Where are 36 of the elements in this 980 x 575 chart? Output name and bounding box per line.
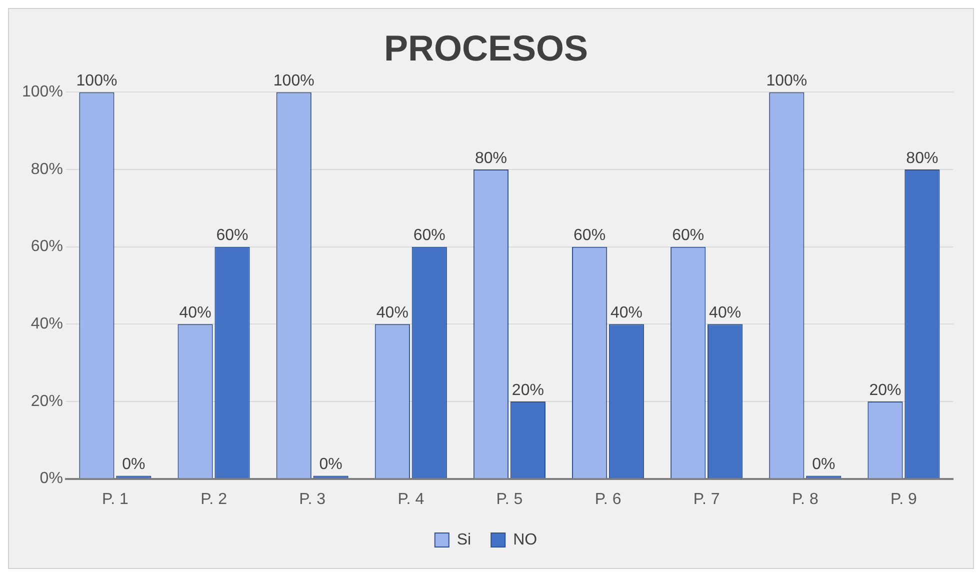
data-label: 60% xyxy=(413,227,446,244)
x-tick-label: P. 8 xyxy=(792,490,818,508)
data-label: 40% xyxy=(610,304,643,322)
y-tick-label: 0% xyxy=(40,470,63,488)
data-label: 100% xyxy=(766,72,808,90)
legend-label: Si xyxy=(456,531,472,548)
x-tick-label: P. 7 xyxy=(693,490,720,508)
chart-title: PROCESOS xyxy=(384,28,588,69)
data-label: 80% xyxy=(474,150,507,167)
y-tick-label: 40% xyxy=(30,316,63,333)
data-label: 20% xyxy=(869,382,902,399)
data-label: 0% xyxy=(122,456,146,474)
data-label: 100% xyxy=(273,72,314,90)
x-tick-label: P. 9 xyxy=(890,490,918,508)
y-tick-label: 20% xyxy=(30,392,63,410)
x-tick-label: P. 5 xyxy=(496,490,523,508)
data-label: 100% xyxy=(76,72,118,90)
y-tick-label: 60% xyxy=(30,238,63,256)
data-label: 40% xyxy=(376,304,408,322)
data-label: 60% xyxy=(216,227,248,244)
data-label: 60% xyxy=(672,227,704,244)
data-label: 0% xyxy=(319,456,342,474)
y-tick-label: 80% xyxy=(30,160,63,178)
data-label: 60% xyxy=(574,227,606,244)
legend-label: NO xyxy=(513,531,538,548)
x-tick-label: P. 4 xyxy=(398,490,424,508)
x-tick-label: P. 2 xyxy=(200,490,228,508)
x-tick-label: P. 1 xyxy=(102,490,128,508)
data-label: 0% xyxy=(812,456,836,474)
x-tick-label: P. 6 xyxy=(594,490,622,508)
data-label: 80% xyxy=(906,150,938,167)
data-label: 20% xyxy=(512,382,544,399)
x-tick-label: P. 3 xyxy=(299,490,326,508)
y-tick-label: 100% xyxy=(22,84,63,101)
data-label: 40% xyxy=(179,304,212,322)
data-label: 40% xyxy=(709,304,742,322)
